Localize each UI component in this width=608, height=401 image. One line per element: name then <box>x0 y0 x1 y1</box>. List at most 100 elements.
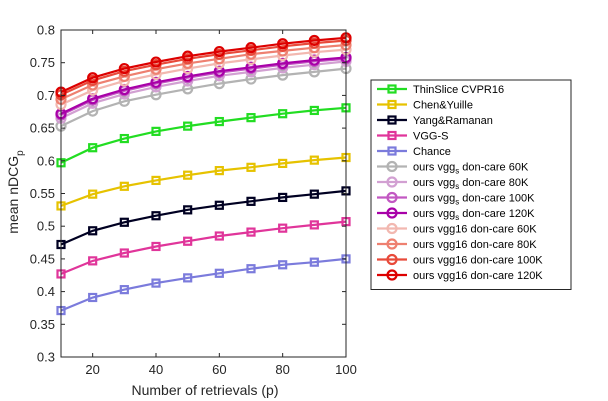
legend-label: Yang&Ramanan <box>413 115 493 127</box>
data-point <box>183 170 193 180</box>
data-point <box>119 217 129 227</box>
y-tick-label: 0.3 <box>37 350 55 365</box>
legend-entry-7: ours vggs don-care 100K <box>377 191 535 207</box>
legend-marker <box>386 176 398 188</box>
x-tick-label: 60 <box>212 362 226 377</box>
legend-label: ours vgg16 don-care 60K <box>413 224 537 236</box>
series-4 <box>56 254 351 316</box>
legend-label: ours vggs don-care 60K <box>413 162 529 176</box>
legend-box <box>370 79 572 290</box>
data-point <box>277 57 289 69</box>
y-axis-label-subscript: p <box>15 150 26 156</box>
data-point <box>245 73 257 85</box>
y-tick-label: 0.5 <box>37 219 55 234</box>
data-point <box>309 155 319 165</box>
legend-label: Chance <box>413 146 451 158</box>
data-point <box>246 227 256 237</box>
data-point <box>214 268 224 278</box>
legend-label: VGG-S <box>413 131 448 143</box>
series-line-5 <box>60 67 347 128</box>
data-point <box>119 133 129 144</box>
series-1 <box>56 152 351 211</box>
data-point <box>214 231 224 241</box>
legend-marker <box>387 146 397 156</box>
x-tick-label: 20 <box>85 362 99 377</box>
y-axis-label: mean nDCGp <box>5 150 26 234</box>
data-point <box>87 72 99 84</box>
data-point <box>213 65 225 77</box>
y-tick-label: 0.75 <box>30 55 55 70</box>
data-point <box>277 38 289 50</box>
data-point <box>88 226 98 236</box>
x-tick-label: 40 <box>149 362 163 377</box>
data-point <box>88 256 98 266</box>
data-point <box>213 45 225 58</box>
data-point <box>87 105 99 117</box>
data-point <box>308 66 320 78</box>
data-point <box>245 61 257 73</box>
legend-entry-8: ours vggs don-care 120K <box>377 207 535 222</box>
data-point <box>151 175 161 186</box>
series-line-0 <box>60 106 347 164</box>
series-line-11 <box>60 39 347 96</box>
data-point <box>182 50 194 62</box>
data-point <box>309 189 319 199</box>
legend-marker <box>387 130 397 141</box>
data-point <box>151 211 161 221</box>
series-3 <box>56 217 351 279</box>
legend-entry-2: Yang&Ramanan <box>377 115 493 127</box>
series-line-2 <box>60 189 347 246</box>
legend-entry-10: ours vgg16 don-care 80K <box>377 238 537 251</box>
data-point <box>119 181 129 191</box>
legend-marker <box>387 99 397 110</box>
data-point <box>119 248 129 258</box>
y-tick-label: 0.7 <box>37 88 55 103</box>
series-line-7 <box>60 57 347 116</box>
legend-entry-5: ours vggs don-care 60K <box>377 160 529 176</box>
data-point <box>214 200 224 210</box>
data-point <box>278 192 288 203</box>
legend-entry-1: Chen&Yuille <box>377 100 473 112</box>
legend-marker <box>386 269 398 281</box>
x-axis-label: Number of retrievals (p) <box>131 382 278 398</box>
data-point <box>150 76 162 88</box>
data-point <box>308 34 320 47</box>
data-point <box>118 62 130 75</box>
data-point <box>118 95 130 107</box>
legend-label: ours vggs don-care 80K <box>413 177 529 191</box>
data-point <box>277 69 289 81</box>
legend-label: ours vgg16 don-care 120K <box>413 270 543 282</box>
data-point <box>213 78 225 90</box>
y-tick-label: 0.4 <box>37 284 55 299</box>
data-point <box>278 260 288 270</box>
data-point <box>88 292 98 303</box>
series-line-8 <box>60 56 347 115</box>
data-point <box>214 116 224 127</box>
data-point <box>278 158 288 169</box>
legend-marker <box>386 207 398 219</box>
data-point <box>182 83 194 95</box>
legend-marker <box>387 115 397 125</box>
legend-label: ThinSlice CVPR16 <box>413 84 504 96</box>
data-point <box>88 143 98 153</box>
x-tick-label: 80 <box>275 362 289 377</box>
data-point <box>151 126 161 136</box>
data-point <box>151 241 161 252</box>
legend-label: ours vgg16 don-care 100K <box>413 255 543 267</box>
data-point <box>88 189 98 199</box>
y-tick-label: 0.8 <box>37 23 55 38</box>
y-axis-label-main: mean nDCG <box>5 156 21 234</box>
y-tick-label: 0.45 <box>30 251 55 266</box>
legend-marker <box>386 253 398 266</box>
y-tick-label: 0.35 <box>30 317 55 332</box>
legend-entry-3: VGG-S <box>377 131 448 143</box>
data-point <box>150 56 162 68</box>
data-point <box>151 278 161 288</box>
data-point <box>309 105 319 116</box>
series-5 <box>55 62 352 132</box>
data-point <box>183 236 193 246</box>
data-point <box>246 264 256 274</box>
legend-label: Chen&Yuille <box>413 100 473 112</box>
data-point <box>183 121 193 131</box>
